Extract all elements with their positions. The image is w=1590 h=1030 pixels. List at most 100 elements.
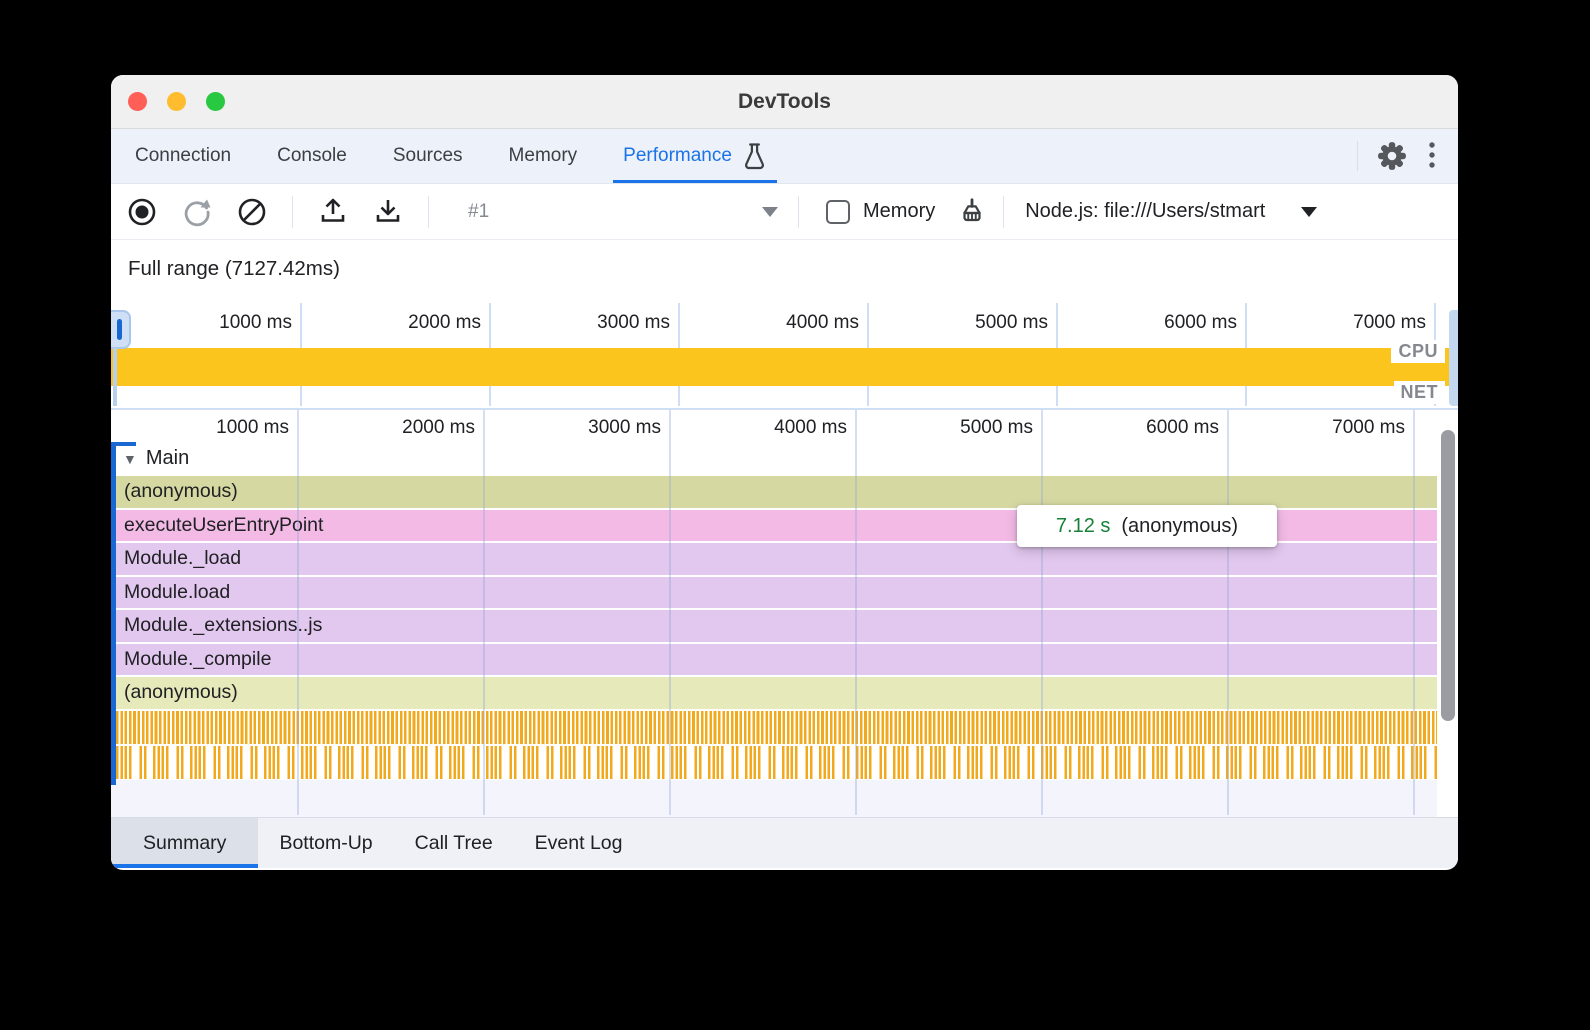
flame-frame-row[interactable]: Module._compile (116, 643, 1437, 675)
network-activity-band[interactable] (111, 386, 1458, 406)
experiment-flask-icon (742, 142, 767, 171)
zoom-window-button[interactable] (206, 92, 225, 111)
ruler-tick-label: 7000 ms (1353, 312, 1426, 333)
target-select-value: Node.js: file:///Users/stmart (1025, 200, 1266, 222)
chevron-down-icon (1301, 206, 1318, 217)
flame-micro-frames-row[interactable] (116, 746, 1437, 779)
flame-empty-area (111, 780, 1437, 817)
panel-tabbar: Connection Console Sources Memory Perfor… (111, 129, 1458, 184)
grid-tickline (489, 303, 491, 348)
flame-scrollbar-track[interactable] (1437, 410, 1458, 817)
trace-history-select[interactable]: #1 (454, 194, 786, 230)
collapse-triangle-icon: ▼ (123, 450, 137, 467)
flame-chart-ruler: 1000 ms 2000 ms 3000 ms 4000 ms 5000 ms 6000 … (111, 410, 1458, 442)
grid-tickline (300, 303, 302, 348)
ruler-tick-label: 1000 ms (219, 312, 292, 333)
ruler-tick-label: 7000 ms (1332, 417, 1405, 438)
garbage-collect-broom-icon[interactable] (957, 197, 987, 227)
ruler-tick-label: 2000 ms (408, 312, 481, 333)
clear-recordings-button[interactable] (237, 197, 267, 227)
flame-frame-row[interactable]: Module._load (116, 543, 1437, 575)
ruler-tick-label: 2000 ms (402, 417, 475, 438)
flame-frame-row[interactable]: (anonymous) (116, 476, 1437, 508)
record-button[interactable] (127, 197, 157, 227)
flame-chart: 1000 ms 2000 ms 3000 ms 4000 ms 5000 ms 6000 … (111, 410, 1458, 817)
ruler-tick-label: 4000 ms (786, 312, 859, 333)
toolbar-divider (292, 195, 293, 228)
flame-frame-row[interactable]: Module.load (116, 576, 1437, 608)
timeline-overview: Full range (7127.42ms) 1000 ms 2000 ms 300… (111, 240, 1458, 410)
flame-micro-frames-row[interactable] (116, 711, 1437, 744)
ruler-tick-label: 1000 ms (216, 417, 289, 438)
load-profile-icon[interactable] (318, 197, 348, 227)
grid-tickline (678, 386, 680, 406)
main-track-selection-border (111, 442, 116, 785)
memory-checkbox-group: Memory (826, 199, 936, 224)
ruler-tick-label: 3000 ms (597, 312, 670, 333)
ruler-tick-label: 5000 ms (960, 417, 1033, 438)
tab-event-log[interactable]: Event Log (534, 831, 623, 854)
full-range-label: Full range (7127.42ms) (128, 257, 340, 280)
grid-tickline (1056, 303, 1058, 348)
ruler-tick-label: 6000 ms (1164, 312, 1237, 333)
grid-tickline (489, 386, 491, 406)
flame-frame-row[interactable]: (anonymous) (116, 677, 1437, 709)
target-select[interactable]: Node.js: file:///Users/stmart (1025, 200, 1318, 223)
detail-tabbar: Summary Bottom-Up Call Tree Event Log (111, 817, 1458, 868)
grid-tickline (300, 386, 302, 406)
toolbar-divider (1003, 195, 1005, 228)
tab-sources[interactable]: Sources (392, 145, 463, 166)
flame-frame-row[interactable]: Module._extensions..js (116, 610, 1437, 642)
frame-tooltip: 7.12 s (anonymous) (1017, 505, 1277, 547)
ruler-tick-label: 6000 ms (1146, 417, 1219, 438)
performance-toolbar: #1 Memory Node.js: file:///Users/stmart (111, 184, 1458, 240)
chevron-down-icon (762, 206, 778, 217)
net-band-label: NET (1393, 381, 1445, 404)
main-track-header[interactable]: ▼ Main (116, 442, 189, 475)
tab-performance[interactable]: Performance (613, 129, 777, 183)
range-handle-grip (117, 319, 122, 340)
ruler-tick-label: 5000 ms (975, 312, 1048, 333)
tab-memory[interactable]: Memory (508, 145, 578, 166)
grid-tickline (1245, 386, 1247, 406)
titlebar: DevTools (111, 75, 1458, 129)
toolbar-divider (428, 195, 429, 228)
ruler-tick-label: 3000 ms (588, 417, 661, 438)
grid-tickline (1245, 303, 1247, 348)
cpu-band-label: CPU (1391, 340, 1445, 363)
grid-tickline (867, 303, 869, 348)
tab-console[interactable]: Console (277, 145, 347, 166)
settings-gear-icon[interactable] (1372, 136, 1412, 176)
grid-tickline (867, 386, 869, 406)
more-options-kebab-icon[interactable] (1412, 136, 1452, 176)
range-handle-right[interactable] (1449, 310, 1458, 406)
reload-and-record-button[interactable] (182, 197, 212, 227)
tooltip-frame-name: (anonymous) (1121, 514, 1239, 537)
trace-history-value: #1 (468, 200, 490, 222)
memory-checkbox-label: Memory (863, 200, 936, 222)
range-selection-left-edge (113, 348, 117, 406)
close-window-button[interactable] (128, 92, 147, 111)
main-track-selection-tick (111, 442, 136, 446)
tab-connection[interactable]: Connection (135, 145, 232, 166)
tab-call-tree[interactable]: Call Tree (414, 831, 493, 854)
devtools-window: DevTools Connection Console Sources Memo… (111, 75, 1458, 870)
grid-tickline (1434, 303, 1436, 348)
tabbar-divider (1357, 141, 1358, 171)
ruler-tick-label: 4000 ms (774, 417, 847, 438)
tooltip-duration: 7.12 s (1055, 514, 1111, 537)
grid-tickline (678, 303, 680, 348)
tab-summary[interactable]: Summary (111, 818, 259, 868)
tab-bottom-up[interactable]: Bottom-Up (279, 831, 373, 854)
main-track-label: Main (145, 447, 190, 469)
minimize-window-button[interactable] (167, 92, 186, 111)
cpu-activity-band[interactable] (111, 348, 1458, 386)
window-title: DevTools (738, 90, 831, 113)
toolbar-divider (798, 195, 799, 228)
flame-scrollbar-thumb[interactable] (1441, 430, 1455, 721)
memory-checkbox[interactable] (826, 199, 850, 224)
grid-tickline (1056, 386, 1058, 406)
save-profile-icon[interactable] (373, 197, 403, 227)
range-handle-left[interactable] (111, 310, 131, 349)
